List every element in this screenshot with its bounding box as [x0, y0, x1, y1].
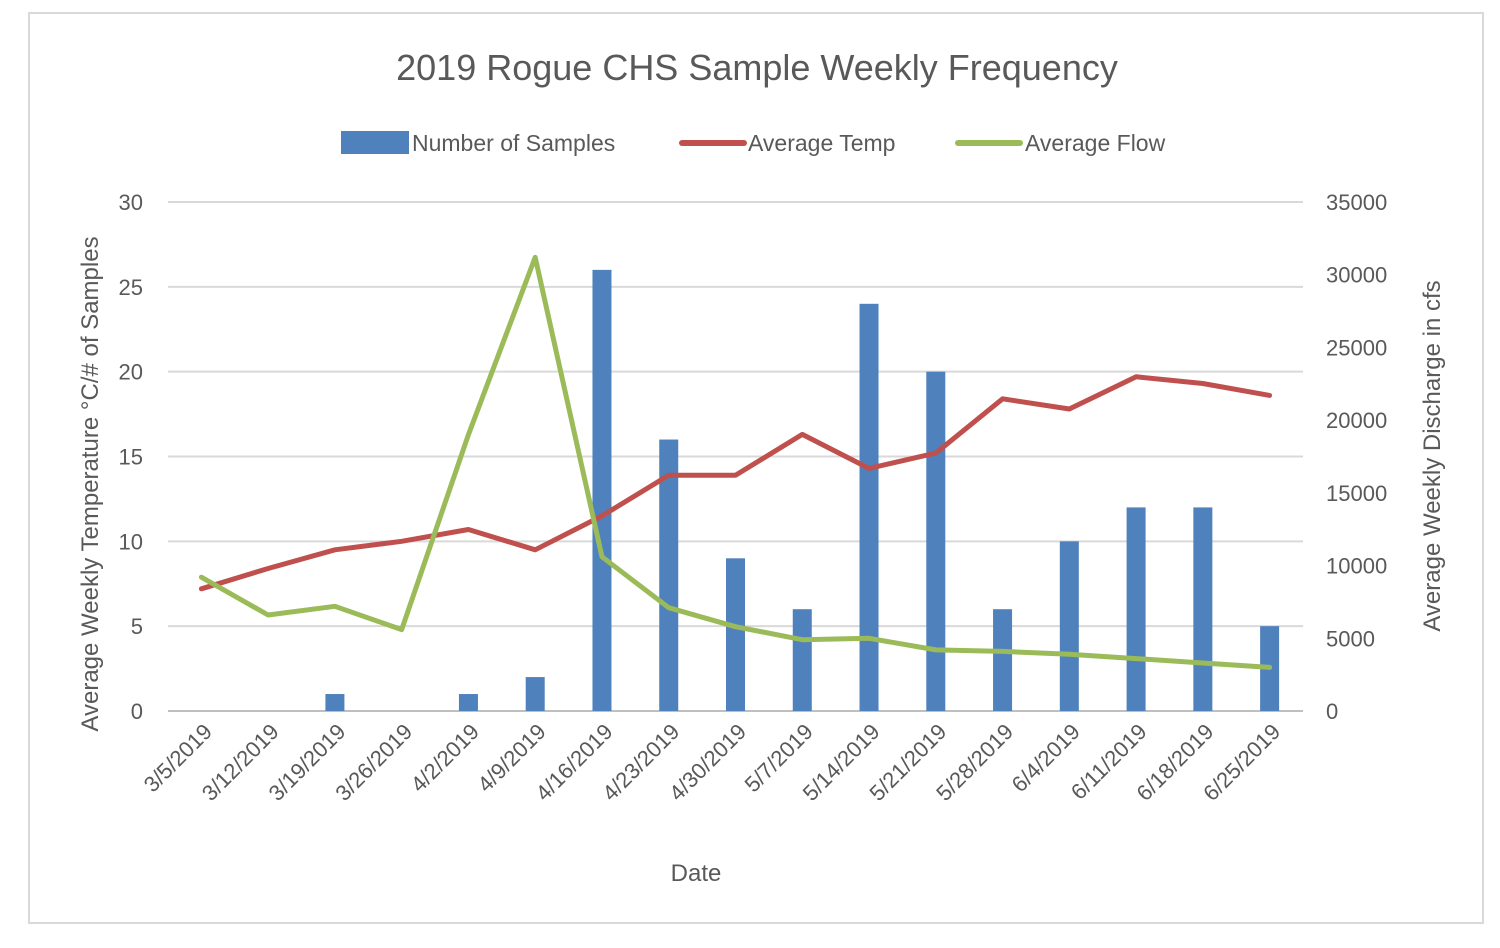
y-tick-label: 5 [131, 614, 143, 639]
y2-tick-label: 35000 [1326, 190, 1387, 215]
legend-label: Number of Samples [412, 130, 615, 156]
y2-tick-label: 15000 [1326, 481, 1387, 506]
bar [792, 609, 812, 711]
y-tick-label: 20 [119, 360, 143, 385]
bar [1126, 507, 1146, 711]
legend-label: Average Temp [748, 130, 895, 156]
x-axis-title: Date [671, 860, 722, 887]
bar [458, 694, 478, 711]
bar [726, 558, 745, 711]
bar [592, 269, 612, 711]
legend: Number of Samples Average Temp Average Flo… [341, 130, 1166, 156]
y-tick-label: 25 [119, 275, 143, 300]
y2-axis-title: Average Weekly Discharge in cfs [1419, 280, 1446, 631]
average-temp-line [198, 374, 1273, 592]
y2-tick-label: 20000 [1326, 408, 1387, 433]
bar-series [325, 269, 1280, 711]
bar [993, 609, 1013, 711]
y2-tick-label: 0 [1326, 699, 1338, 724]
y-axis-right: 0 5000 10000 15000 20000 25000 30000 35000 [1326, 190, 1387, 724]
y-tick-label: 15 [119, 445, 143, 470]
x-axis: 3/5/20193/12/20193/19/20193/26/20194/2/2… [139, 719, 1285, 806]
average-flow-line [198, 254, 1273, 670]
y2-tick-label: 25000 [1326, 335, 1387, 360]
legend-label: Average Flow [1025, 130, 1166, 156]
y2-tick-label: 5000 [1326, 626, 1375, 651]
bar [926, 371, 946, 711]
y2-tick-label: 30000 [1326, 263, 1387, 288]
chart-title: 2019 Rogue CHS Sample Weekly Frequency [396, 47, 1118, 88]
bar [659, 439, 679, 711]
bar [1193, 507, 1213, 711]
gridlines [168, 201, 1303, 712]
y-tick-label: 10 [119, 529, 143, 554]
legend-swatch-bar [341, 131, 409, 154]
bar [859, 303, 879, 711]
y2-tick-label: 10000 [1326, 554, 1387, 579]
y-axis-left: 0 5 10 15 20 25 30 [119, 190, 143, 724]
chart-frame [28, 12, 1484, 924]
bar [325, 694, 345, 711]
line-series [198, 254, 1273, 670]
bar [525, 677, 545, 711]
y-axis-title: Average Weekly Temperature °C/# of Sampl… [77, 236, 104, 731]
bar [1059, 541, 1079, 711]
y-tick-label: 30 [119, 190, 143, 215]
y-tick-label: 0 [131, 699, 143, 724]
x-tick-label: 4/2/2019 [406, 719, 484, 797]
